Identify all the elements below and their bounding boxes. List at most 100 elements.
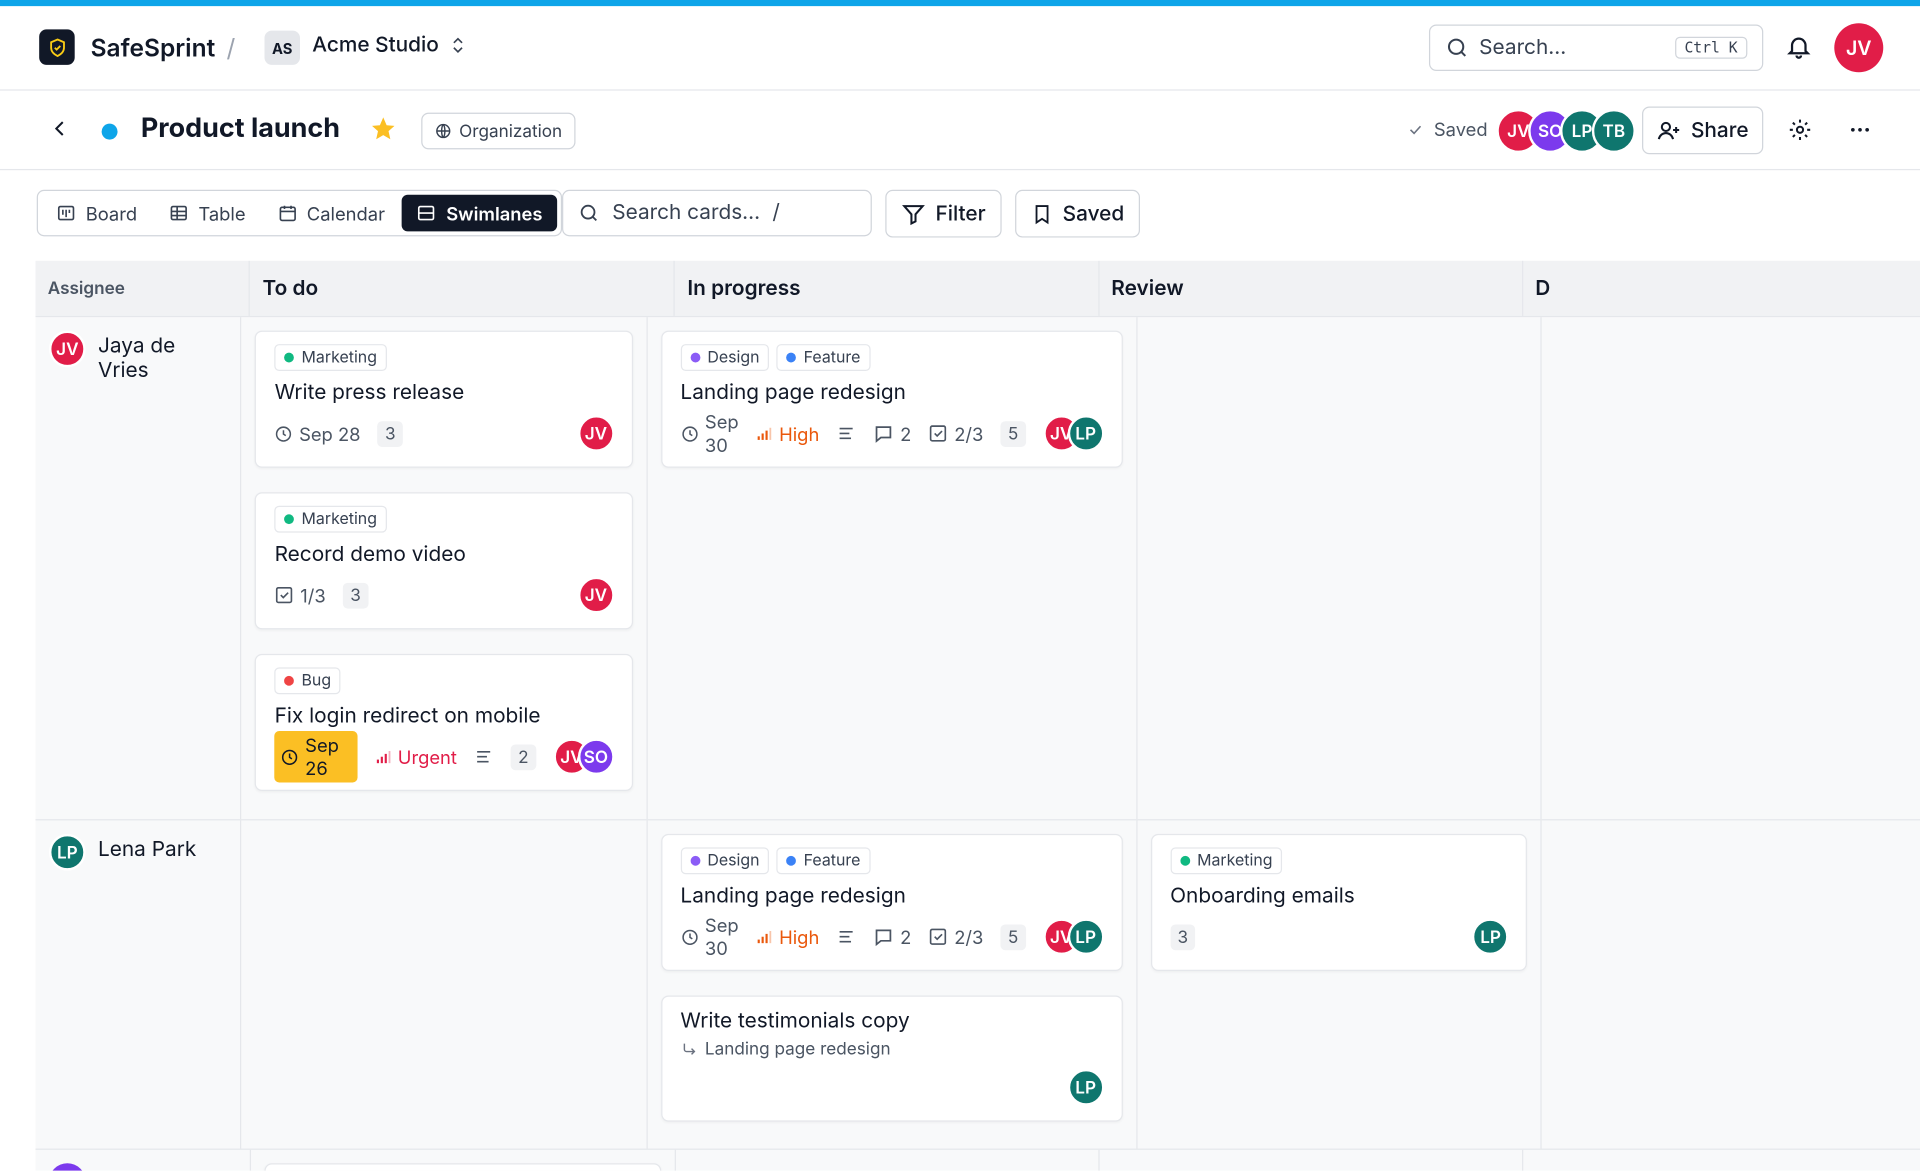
tag: Feature — [776, 847, 871, 875]
project-title: Product launch — [140, 112, 341, 145]
due-date: Sep 26 — [274, 731, 358, 783]
due-date: Sep 30 — [680, 913, 739, 961]
task-card[interactable]: Design Feature Landing page redesign Sep 30… — [660, 833, 1123, 972]
members[interactable]: JV SO LP TB — [1496, 108, 1636, 154]
card-title: Onboarding emails — [1170, 884, 1355, 909]
card-search[interactable]: Search cards... / — [562, 189, 872, 237]
icon — [680, 1040, 697, 1057]
tag: Feature — [776, 344, 871, 372]
card-assignees: LP — [1472, 918, 1509, 956]
card-meta: Sep 26 Urgent 2 JV SO — [274, 731, 615, 783]
tag-dot — [690, 855, 701, 866]
view-tab[interactable]: Calendar — [263, 195, 400, 232]
settings[interactable] — [1788, 118, 1812, 142]
logo[interactable] — [39, 29, 75, 65]
checklist-icon — [275, 585, 295, 605]
card-avatar: JV — [577, 576, 615, 614]
lane-cell — [1540, 317, 1920, 820]
lane-cell — [1135, 317, 1541, 820]
count-badge: 5 — [1000, 923, 1026, 950]
separator: / — [226, 33, 236, 63]
priority-label: High — [779, 421, 820, 446]
task-card[interactable]: Marketing Record demo video 1/3 3 JV — [254, 492, 633, 630]
global-search[interactable]: Search... Ctrl K — [1428, 24, 1764, 72]
checklist-icon — [928, 424, 948, 444]
project-color — [101, 123, 118, 140]
task-card-partial — [263, 1163, 661, 1171]
card-title: Record demo video — [274, 542, 466, 567]
task-card[interactable]: Write testimonials copy Landing page rede… — [660, 995, 1123, 1122]
shortcut-hint: Ctrl K — [1674, 36, 1748, 59]
tag-label: Design — [707, 851, 760, 871]
tag-label: Marketing — [301, 509, 377, 529]
card-assignees: JV — [577, 576, 615, 614]
comments: 2 — [873, 422, 911, 445]
back-button[interactable] — [49, 118, 71, 140]
task-card[interactable]: Bug Fix login redirect on mobile Sep 26 Urg… — [254, 653, 633, 792]
tag-row: Bug — [274, 667, 615, 695]
saved-views-button[interactable]: Saved — [1015, 189, 1141, 238]
count-badge: 5 — [1000, 420, 1026, 447]
view-tab[interactable]: Table — [154, 195, 260, 232]
priority: High — [756, 925, 820, 949]
column-header: D — [1521, 260, 1920, 316]
lane-cell — [1521, 1149, 1920, 1171]
card-assignees: JV SO — [553, 738, 615, 776]
due-text: Sep 30 — [704, 913, 739, 961]
card-avatar: LP — [1067, 918, 1105, 956]
view-tab[interactable]: Swimlanes — [402, 194, 558, 232]
visibility-pill[interactable]: Organization — [421, 112, 576, 150]
view-icon — [56, 203, 76, 223]
priority-icon — [375, 748, 392, 765]
column-header: Review — [1097, 260, 1522, 316]
due-date: Sep 28 — [275, 422, 361, 445]
filter-button[interactable]: Filter — [885, 189, 1002, 238]
save-status: Saved — [1407, 118, 1488, 141]
share-label: Share — [1690, 118, 1749, 143]
tag: Marketing — [274, 344, 387, 372]
assignee-avatar: JV — [48, 330, 86, 368]
due-text: Sep 28 — [299, 421, 361, 446]
favorite-star[interactable] — [370, 115, 397, 142]
priority-label: High — [779, 925, 820, 949]
card-meta: Sep 30 High 2 2/3 5 JV LP — [680, 410, 1105, 457]
description-icon — [836, 424, 856, 444]
checklist: 1/3 — [275, 583, 326, 607]
lane-cell: Marketing Write press release Sep 28 3 JV Mar… — [240, 317, 646, 820]
tag: Design — [680, 847, 770, 875]
task-card[interactable]: Marketing Write press release Sep 28 3 JV — [254, 330, 633, 468]
view-icon — [169, 203, 189, 223]
tag-dot — [284, 675, 295, 686]
assignee-cell: JV Jaya de Vries — [36, 317, 241, 819]
filter-label: Filter — [935, 201, 986, 226]
lane-cell: Design Feature Landing page redesign Sep 30… — [646, 820, 1136, 1149]
task-card[interactable]: Design Feature Landing page redesign Sep 30… — [660, 330, 1123, 468]
assignee-name: Jaya de Vries — [97, 334, 176, 384]
notifications[interactable] — [1785, 33, 1812, 60]
project-bar: Product launch Organization Saved JV SO LP… — [0, 91, 1920, 171]
workspace-switcher[interactable]: Acme Studio — [312, 33, 468, 58]
view-label: Table — [198, 201, 246, 225]
view-label: Board — [85, 201, 138, 225]
swimlane-board: Assignee To do In progress Review D JV Jaya de… — [35, 260, 1920, 1171]
priority-icon — [756, 928, 773, 945]
column-title: To do — [262, 276, 319, 301]
more-menu[interactable] — [1847, 118, 1874, 142]
comment-icon — [873, 926, 894, 947]
view-tab[interactable]: Board — [42, 195, 152, 232]
tag-row: Marketing — [274, 344, 615, 372]
card-meta: LP — [680, 1068, 1105, 1106]
task-card[interactable]: Marketing Onboarding emails 3 LP — [1150, 833, 1528, 972]
due-text: Sep 30 — [704, 410, 739, 457]
column-title: In progress — [687, 276, 801, 301]
search-placeholder: Search... — [1479, 35, 1567, 61]
share-button[interactable]: Share — [1642, 106, 1764, 155]
visibility-label: Organization — [459, 120, 563, 142]
tag-row: Marketing — [274, 505, 615, 533]
priority-icon — [756, 425, 773, 442]
user-avatar[interactable]: JV — [1834, 23, 1884, 73]
tag-dot — [786, 855, 797, 866]
app-header: SafeSprint / AS Acme Studio Search... Ct… — [0, 6, 1920, 91]
